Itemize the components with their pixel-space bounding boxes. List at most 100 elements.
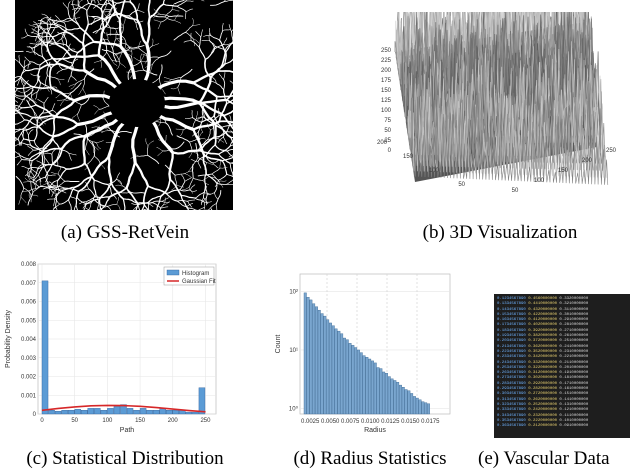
data-value-b: 0.4410000000 [526, 302, 557, 306]
y-tick-label: 0 [33, 412, 37, 418]
data-value-b: 0.3220000000 [526, 366, 557, 370]
vessel-segment [137, 203, 147, 204]
data-value-a: 0.2634567890 [497, 371, 526, 375]
z-tick-label: 200 [381, 68, 392, 74]
radius-bar [354, 348, 357, 414]
histogram-bar [173, 410, 179, 414]
data-value-c: 0.1910000000 [557, 371, 588, 375]
radius-bar [335, 329, 338, 414]
radius-bar [315, 307, 318, 414]
data-value-c: 0.1510000000 [557, 392, 588, 396]
radius-bar [307, 297, 310, 414]
radius-bar [363, 356, 366, 414]
data-value-a: 0.1534567890 [497, 313, 526, 317]
y-tick-label: 0.008 [21, 262, 37, 268]
data-value-b: 0.4560000000 [526, 297, 557, 301]
z-tick-label: 125 [381, 98, 392, 104]
right-axis-tick-label: 150 [558, 168, 569, 174]
data-value-a: 0.3134567890 [497, 398, 526, 402]
data-value-b: 0.4020000000 [526, 323, 557, 327]
radius-bar [371, 361, 374, 414]
data-value-b: 0.3320000000 [526, 361, 557, 365]
radius-bar [329, 323, 332, 414]
data-value-c: 0.2710000000 [557, 329, 588, 333]
y-tick-label: 10⁰ [289, 405, 299, 412]
histogram-bar [192, 412, 198, 414]
radius-bar [352, 345, 355, 414]
radius-bar [382, 372, 385, 414]
histogram-bar [88, 408, 94, 414]
radius-bar [357, 350, 360, 414]
data-value-b: 0.3620000000 [526, 345, 557, 349]
histogram-bar [75, 409, 81, 414]
radius-bar [422, 402, 425, 414]
data-value-c: 0.1110000000 [557, 414, 588, 418]
data-value-a: 0.2934567890 [497, 387, 526, 391]
data-value-b: 0.2220000000 [526, 419, 557, 423]
radius-bar [368, 359, 371, 414]
y-tick-label: 10¹ [289, 348, 298, 354]
radius-bar [310, 300, 313, 414]
y-tick-label: 0.003 [21, 356, 37, 362]
caption-e: (e) Vascular Data [478, 448, 640, 470]
histogram-bar [107, 408, 113, 414]
legend: Histogram Gaussian Fit [164, 267, 216, 285]
data-value-c: 0.2110000000 [557, 361, 588, 365]
radius-bar [326, 320, 329, 414]
data-value-c: 0.2810000000 [557, 323, 588, 327]
radius-bar [340, 334, 343, 414]
x-tick-label: 50 [71, 418, 78, 424]
radius-bar [391, 379, 394, 414]
y-tick-label: 10² [289, 290, 298, 296]
left-axis-tick-label: 50 [458, 182, 465, 188]
histogram-bar [186, 412, 192, 414]
data-value-a: 0.2534567890 [497, 366, 526, 370]
z-tick-label: 150 [381, 88, 392, 94]
radius-bar [419, 400, 422, 414]
data-value-c: 0.2010000000 [557, 366, 588, 370]
radius-bar [338, 331, 341, 414]
radius-bar [405, 390, 408, 414]
right-axis-tick-label: 50 [512, 188, 519, 194]
histogram-bar [42, 281, 48, 414]
radius-bar [349, 343, 352, 414]
caption-c: (c) Statistical Distribution [0, 448, 250, 470]
data-value-c: 0.2910000000 [557, 318, 588, 322]
radius-bar [399, 385, 402, 414]
data-value-a: 0.1234567890 [497, 297, 526, 301]
data-value-c: 0.3320000000 [557, 297, 588, 301]
data-value-a: 0.3334567890 [497, 408, 526, 412]
radius-bar [396, 382, 399, 414]
data-value-c: 0.1710000000 [557, 382, 588, 386]
data-value-c: 0.3110000000 [557, 308, 588, 312]
radius-bar [318, 310, 321, 414]
data-value-c: 0.1410000000 [557, 398, 588, 402]
x-tick-label: 250 [200, 418, 211, 424]
y-tick-label: 0.004 [21, 337, 37, 343]
data-value-c: 0.3210000000 [557, 302, 588, 306]
data-value-a: 0.3534567890 [497, 419, 526, 423]
caption-d: (d) Radius Statistics [270, 448, 470, 470]
data-value-a: 0.2034567890 [497, 339, 526, 343]
caption-a: (a) GSS-RetVein [20, 222, 230, 244]
z-tick-label: 175 [381, 78, 392, 84]
radius-bar [343, 338, 346, 414]
data-value-c: 0.2610000000 [557, 334, 588, 338]
data-value-a: 0.1934567890 [497, 334, 526, 338]
legend-histogram-swatch [167, 270, 179, 275]
data-value-a: 0.1834567890 [497, 329, 526, 333]
data-value-a: 0.1634567890 [497, 318, 526, 322]
right-axis-tick-label: 100 [534, 178, 545, 184]
data-value-c: 0.0910000000 [557, 424, 588, 428]
z-tick-label: 50 [384, 128, 391, 134]
data-value-b: 0.4120000000 [526, 318, 557, 322]
radius-bar [324, 316, 327, 414]
radius-bar [374, 363, 377, 414]
z-tick-label: 75 [384, 118, 391, 124]
data-line: 0.3634567890 0.2120000000 0.0910000000 [497, 424, 627, 429]
z-tick-label: 0 [388, 148, 392, 154]
